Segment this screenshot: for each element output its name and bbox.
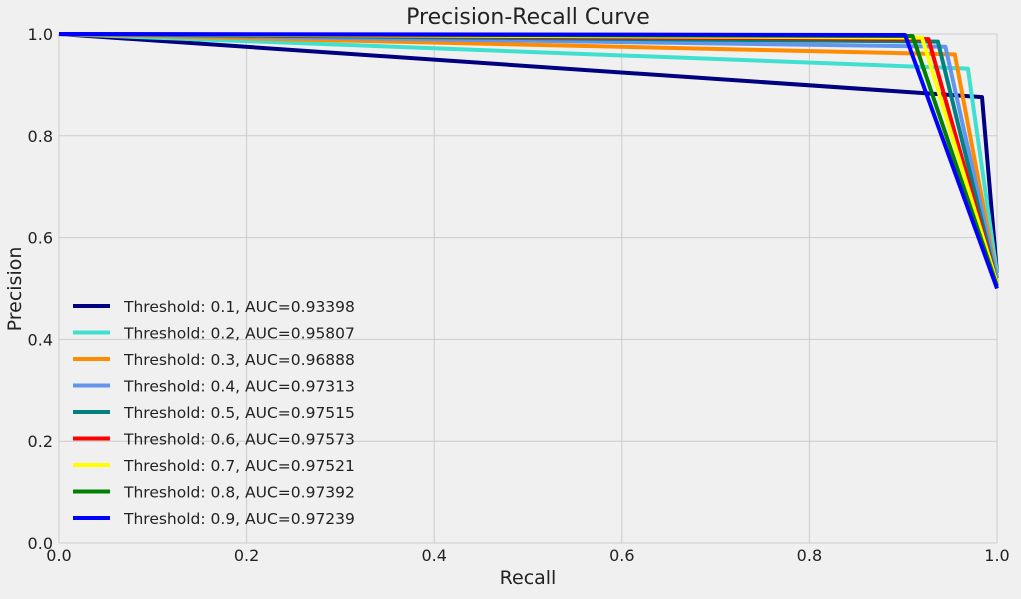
legend-label-4: Threshold: 0.4, AUC=0.97313	[123, 378, 355, 396]
y-axis-title: Precision	[4, 247, 26, 332]
x-tick-label: 0.4	[421, 546, 446, 565]
legend-label-6: Threshold: 0.6, AUC=0.97573	[123, 431, 355, 449]
y-tick-label: 1.0	[28, 25, 53, 44]
legend-label-5: Threshold: 0.5, AUC=0.97515	[123, 404, 355, 422]
series-line-1	[58, 32, 999, 274]
x-axis-title: Recall	[500, 567, 557, 589]
legend-label-9: Threshold: 0.9, AUC=0.97239	[123, 510, 355, 528]
series-line-2	[58, 32, 999, 274]
x-tick-label: 1.0	[984, 546, 1009, 565]
series-line-9	[58, 32, 999, 290]
legend-label-7: Threshold: 0.7, AUC=0.97521	[123, 457, 355, 475]
y-tick-label: 0.0	[28, 534, 53, 553]
legend-label-3: Threshold: 0.3, AUC=0.96888	[123, 351, 355, 369]
y-tick-label: 0.2	[28, 432, 53, 451]
series-line-3	[58, 32, 999, 279]
legend: Threshold: 0.1, AUC=0.93398 Threshold: 0.…	[73, 298, 355, 528]
chart-title: Precision-Recall Curve	[406, 5, 650, 30]
grid	[58, 33, 998, 544]
y-tick-label: 0.6	[28, 229, 53, 248]
x-tick-label: 0.6	[609, 546, 634, 565]
x-tick-label: 0.2	[234, 546, 259, 565]
legend-label-1: Threshold: 0.1, AUC=0.93398	[123, 298, 355, 316]
series-lines	[58, 32, 999, 290]
y-tick-label: 0.4	[28, 330, 53, 349]
x-tick-label: 0.8	[797, 546, 822, 565]
tick-labels: 0.0 0.2 0.4 0.6 0.8 1.0 0.0 0.2 0.4 0.6 0.8 1.0	[28, 25, 1010, 565]
legend-label-8: Threshold: 0.8, AUC=0.97392	[123, 484, 355, 502]
x-tick-label: 0.0	[46, 546, 71, 565]
y-tick-label: 0.8	[28, 127, 53, 146]
legend-label-2: Threshold: 0.2, AUC=0.95807	[123, 325, 355, 343]
